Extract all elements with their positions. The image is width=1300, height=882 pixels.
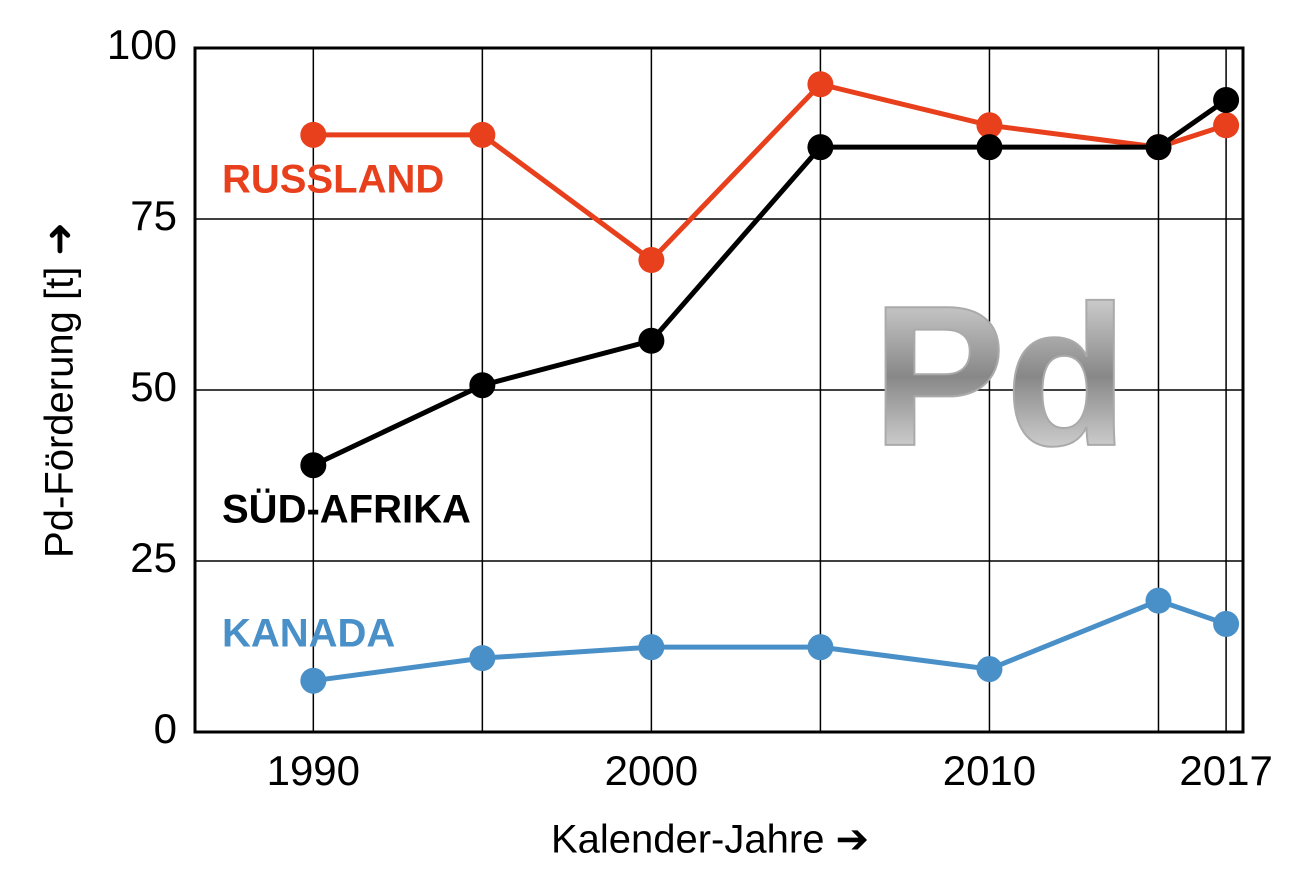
x-tick-label: 2017 [1179, 747, 1272, 794]
data-point [638, 634, 665, 661]
data-point [300, 121, 327, 148]
data-point [976, 134, 1003, 161]
y-axis-label: Pd-Förderung [t] ➜ [38, 222, 82, 558]
plot-frame [193, 46, 1245, 734]
watermark: Pd [872, 265, 1128, 488]
data-point [469, 372, 496, 399]
data-point [638, 247, 665, 274]
data-point [469, 645, 496, 672]
data-point [807, 634, 834, 661]
x-tick-label: 2000 [605, 747, 698, 794]
x-axis-label: Kalender-Jahre ➔ [551, 818, 869, 862]
data-point [976, 112, 1003, 139]
series-label: KANADA [222, 612, 395, 656]
data-point [976, 656, 1003, 683]
data-point [807, 134, 834, 161]
y-tick-label: 100 [107, 21, 177, 68]
data-point [1213, 112, 1240, 139]
series-line [312, 598, 1227, 684]
y-tick-label: 0 [154, 705, 177, 752]
y-tick-label: 25 [130, 534, 177, 581]
series-label: RUSSLAND [222, 158, 444, 202]
x-tick-label: 2010 [943, 747, 1036, 794]
data-point [300, 452, 327, 479]
data-point [1213, 610, 1240, 637]
data-point [807, 71, 834, 98]
data-point [469, 121, 496, 148]
data-point [638, 327, 665, 354]
data-point [1145, 134, 1172, 161]
data-point [300, 667, 327, 694]
series-label: SÜD-AFRIKA [222, 487, 471, 532]
data-point [1213, 86, 1240, 113]
x-tick-label: 1990 [267, 747, 360, 794]
series-group [300, 71, 1240, 694]
data-point [1145, 587, 1172, 614]
series-line [313, 81, 1227, 264]
y-tick-label: 75 [130, 192, 177, 239]
y-tick-label: 50 [130, 363, 177, 410]
